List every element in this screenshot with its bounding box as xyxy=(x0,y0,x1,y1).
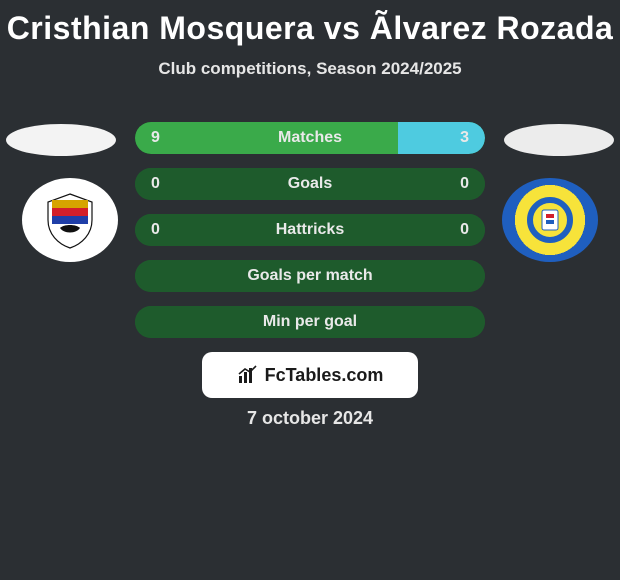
stat-label: Matches xyxy=(135,122,485,154)
stat-label: Min per goal xyxy=(135,306,485,338)
stat-value-left: 0 xyxy=(151,214,160,246)
stat-label: Goals xyxy=(135,168,485,200)
stat-value-left: 0 xyxy=(151,168,160,200)
brand-label: FcTables.com xyxy=(265,365,384,386)
page-title: Cristhian Mosquera vs Ãlvarez Rozada xyxy=(0,0,620,47)
club-badge-left xyxy=(22,178,118,262)
player-ellipse-right xyxy=(504,124,614,156)
stat-value-right: 0 xyxy=(460,168,469,200)
chart-icon xyxy=(237,364,259,386)
club-badge-right xyxy=(502,178,598,262)
stat-row: Min per goal xyxy=(135,306,485,338)
stat-value-right: 0 xyxy=(460,214,469,246)
page-subtitle: Club competitions, Season 2024/2025 xyxy=(0,59,620,79)
valencia-badge-icon xyxy=(38,188,102,252)
player-ellipse-left xyxy=(6,124,116,156)
stat-label: Hattricks xyxy=(135,214,485,246)
stat-row: Matches9 3 xyxy=(135,122,485,154)
stat-row: Goals per match xyxy=(135,260,485,292)
date-label: 7 october 2024 xyxy=(0,408,620,429)
stat-label: Goals per match xyxy=(135,260,485,292)
stat-value-right: 3 xyxy=(460,122,469,154)
stat-row: Hattricks0 0 xyxy=(135,214,485,246)
las-palmas-badge-icon xyxy=(526,196,574,244)
stat-rows: Matches93Goals00Hattricks00Goals per mat… xyxy=(135,122,485,338)
brand-box[interactable]: FcTables.com xyxy=(202,352,418,398)
stat-value-left: 9 xyxy=(151,122,160,154)
stat-row: Goals0 0 xyxy=(135,168,485,200)
